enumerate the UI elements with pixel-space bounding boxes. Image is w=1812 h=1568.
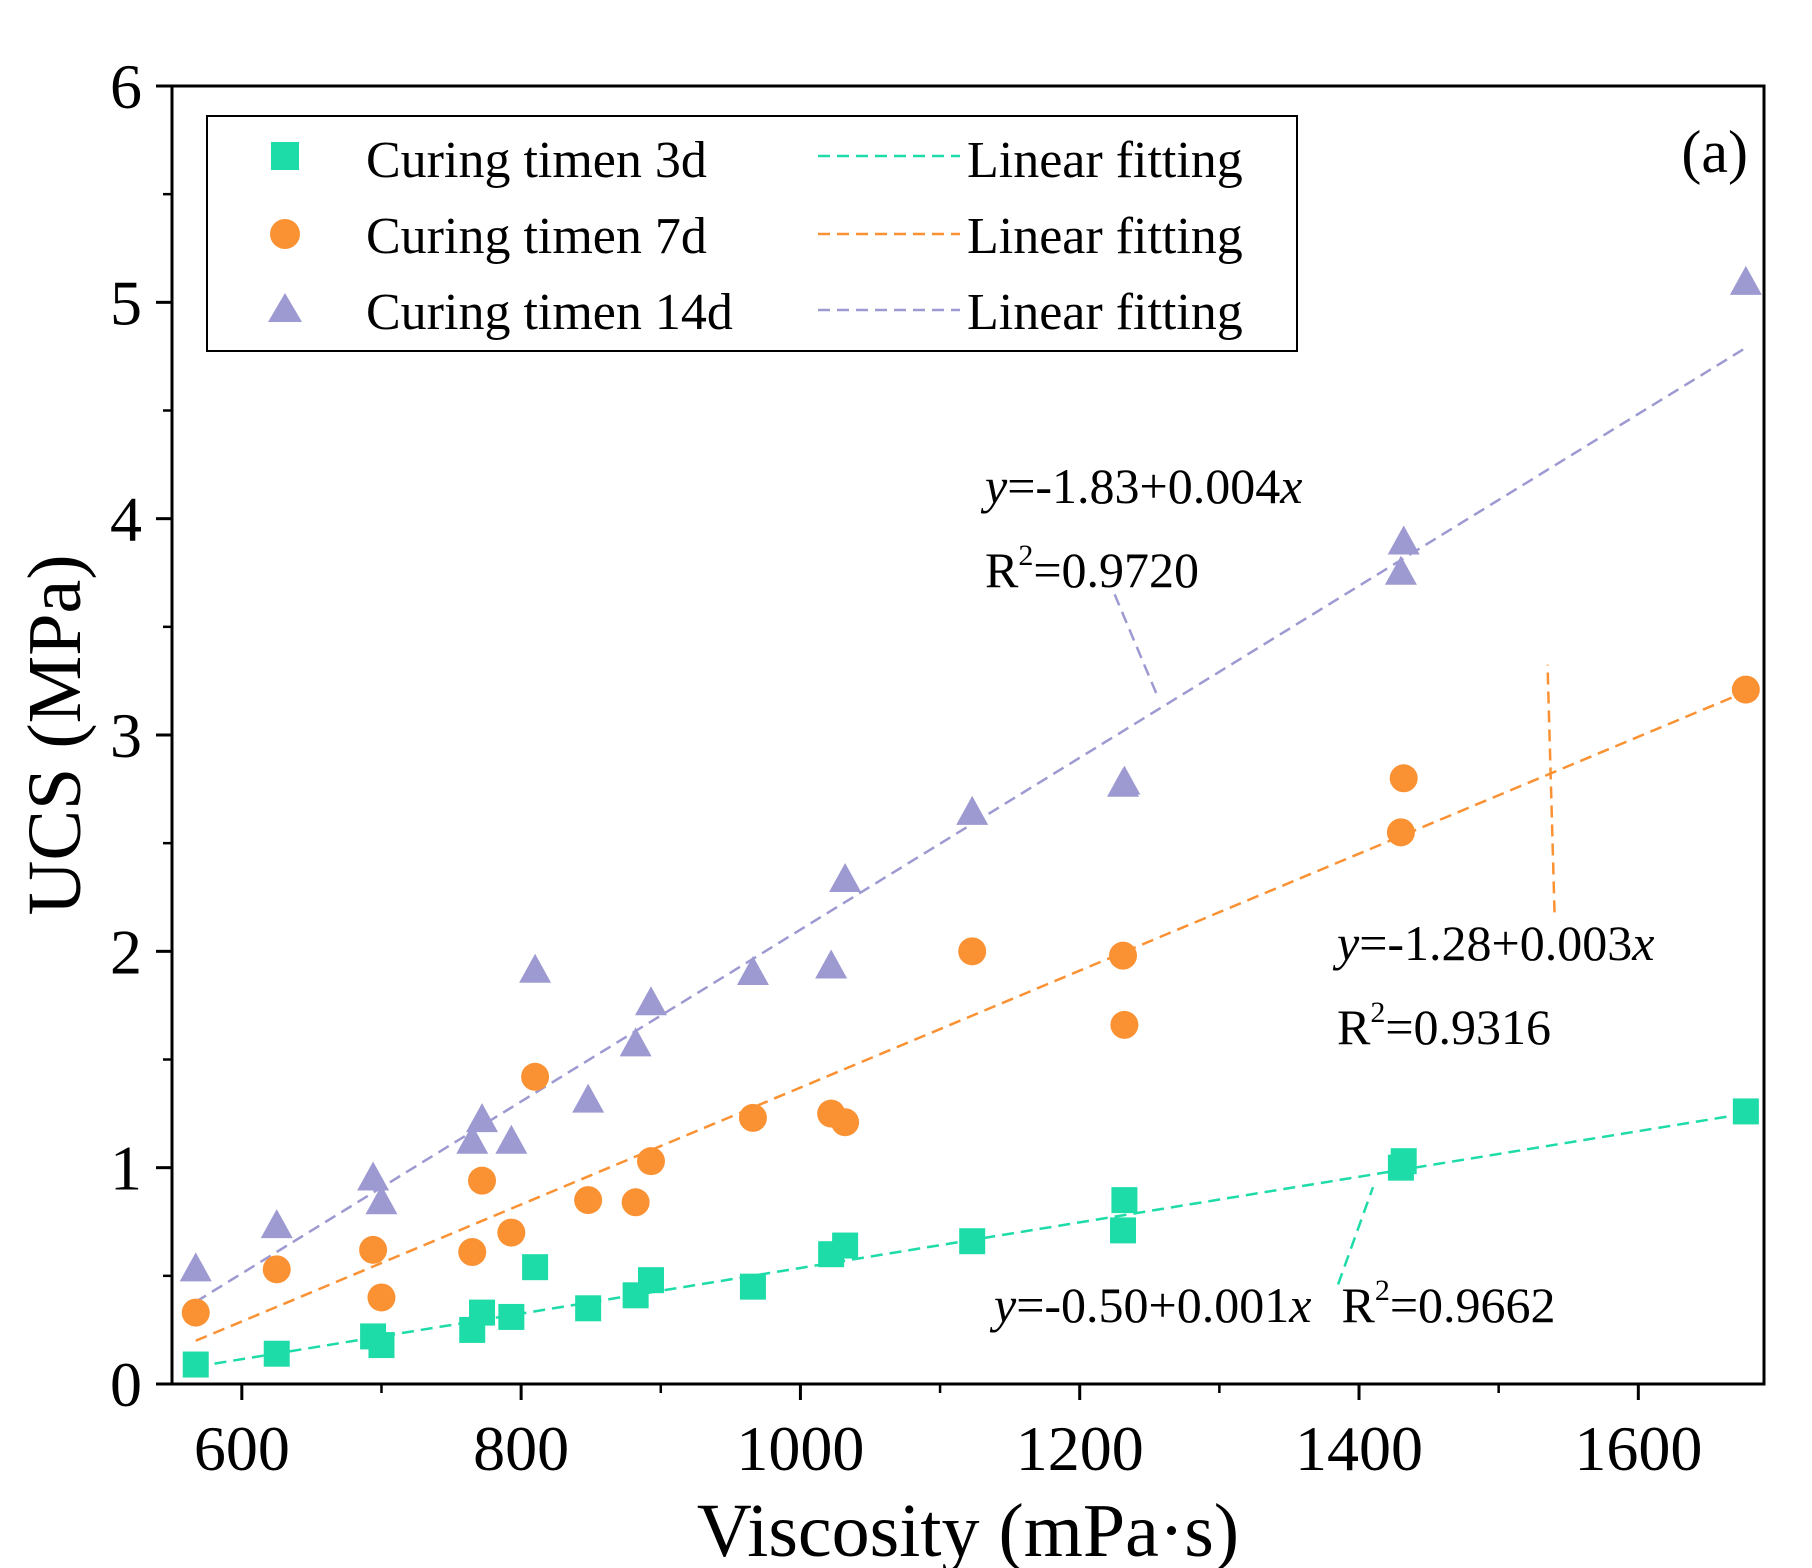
- fit-line-7d: [195, 690, 1747, 1342]
- point-14d: [466, 1103, 499, 1133]
- point-7d: [958, 937, 987, 966]
- point-14d: [1387, 525, 1420, 555]
- equation-7d: y=-1.28+0.003x: [1332, 915, 1654, 971]
- point-7d: [359, 1235, 388, 1264]
- legend-box: [206, 115, 1298, 352]
- point-14d: [1729, 265, 1762, 295]
- panel-label: (a): [1681, 119, 1748, 185]
- point-14d: [519, 953, 552, 983]
- x-tick-label: 1600: [1574, 1413, 1702, 1484]
- point-3d: [739, 1273, 766, 1300]
- point-3d: [182, 1351, 209, 1378]
- x-tick-label: 600: [194, 1413, 290, 1484]
- point-14d: [956, 795, 989, 825]
- legend-marker-7d: [270, 219, 300, 249]
- fit-lines: [195, 346, 1747, 1368]
- leader-line-7d: [1546, 664, 1556, 913]
- point-7d: [1389, 764, 1418, 793]
- annotation-3d: y=-0.50+0.001x R2=0.9662: [989, 1274, 1556, 1333]
- x-tick-label: 1400: [1295, 1413, 1423, 1484]
- x-tick-label: 1200: [1016, 1413, 1144, 1484]
- point-7d: [367, 1283, 396, 1312]
- point-3d: [959, 1228, 986, 1255]
- tick-labels: 600 800 1000 1200 1400 1600 0 1 2 3 4 5 6: [110, 51, 1702, 1484]
- point-7d: [1731, 675, 1760, 704]
- point-3d: [263, 1340, 290, 1367]
- point-14d: [179, 1252, 212, 1282]
- leader-line-14d: [1113, 593, 1158, 695]
- y-tick-label: 6: [110, 51, 142, 122]
- annotation-14d: y=-1.83+0.004x R2=0.9720: [980, 458, 1302, 598]
- point-14d: [365, 1185, 398, 1215]
- point-7d: [1386, 818, 1415, 847]
- point-7d: [636, 1147, 665, 1176]
- legend-fit-label-7d: Linear fitting: [967, 208, 1243, 265]
- r2-7d: R2=0.9316: [1337, 996, 1551, 1055]
- point-14d: [619, 1027, 652, 1057]
- point-14d: [829, 862, 862, 892]
- point-7d: [1110, 1010, 1139, 1039]
- leader-line-3d: [1336, 1186, 1375, 1285]
- point-14d: [572, 1083, 605, 1113]
- point-7d: [458, 1238, 487, 1267]
- y-tick-label: 0: [110, 1349, 142, 1420]
- point-14d: [260, 1209, 293, 1239]
- point-7d: [738, 1103, 767, 1132]
- point-7d: [831, 1108, 860, 1137]
- point-14d: [815, 949, 848, 979]
- point-3d: [637, 1267, 664, 1294]
- point-3d: [1110, 1217, 1137, 1244]
- point-3d: [1390, 1148, 1417, 1175]
- point-3d: [1732, 1098, 1759, 1125]
- data-points: [179, 265, 1762, 1378]
- point-7d: [521, 1062, 550, 1091]
- legend-marker-3d: [271, 142, 299, 170]
- point-3d: [368, 1332, 395, 1359]
- y-tick-label: 3: [110, 700, 142, 771]
- point-7d: [468, 1166, 497, 1195]
- point-14d: [456, 1124, 489, 1154]
- legend: Curing timen 3d Curing timen 7d Curing t…: [206, 115, 1298, 352]
- point-3d: [498, 1303, 525, 1330]
- x-tick-label: 800: [473, 1413, 569, 1484]
- y-tick-label: 2: [110, 916, 142, 987]
- point-14d: [736, 955, 769, 985]
- axis-ticks: [156, 84, 1640, 1400]
- y-tick-label: 4: [110, 484, 142, 555]
- point-3d: [575, 1295, 602, 1322]
- legend-marker-14d: [268, 293, 302, 322]
- point-3d: [522, 1254, 549, 1281]
- point-14d: [1108, 765, 1141, 795]
- legend-fit-label-3d: Linear fitting: [967, 132, 1243, 189]
- annotation-leaders: [1113, 593, 1556, 1285]
- x-axis-title: Viscosity (mPa·s): [697, 1489, 1239, 1568]
- y-axis-title: UCS (MPa): [13, 554, 97, 915]
- point-7d: [621, 1188, 650, 1217]
- point-7d: [1109, 941, 1138, 970]
- legend-label-7d: Curing timen 7d: [366, 208, 707, 265]
- y-tick-label: 1: [110, 1133, 142, 1204]
- point-3d: [469, 1299, 496, 1326]
- annotation-7d: y=-1.28+0.003x R2=0.9316: [1332, 915, 1654, 1055]
- point-7d: [262, 1255, 291, 1284]
- legend-label-3d: Curing timen 3d: [366, 132, 707, 189]
- x-tick-label: 1000: [736, 1413, 864, 1484]
- point-7d: [574, 1186, 603, 1215]
- equation-3d: y=-0.50+0.001x R2=0.9662: [989, 1274, 1556, 1333]
- equation-14d: y=-1.83+0.004x: [980, 458, 1302, 514]
- point-14d: [495, 1124, 528, 1154]
- point-3d: [1111, 1187, 1138, 1214]
- legend-label-14d: Curing timen 14d: [366, 284, 733, 341]
- point-7d: [181, 1298, 210, 1327]
- y-tick-label: 5: [110, 267, 142, 338]
- legend-fit-label-14d: Linear fitting: [967, 284, 1243, 341]
- r2-14d: R2=0.9720: [985, 539, 1199, 598]
- point-14d: [634, 986, 667, 1016]
- point-7d: [497, 1218, 526, 1247]
- point-14d: [1384, 555, 1417, 585]
- point-3d: [832, 1232, 859, 1259]
- point-14d: [357, 1161, 390, 1191]
